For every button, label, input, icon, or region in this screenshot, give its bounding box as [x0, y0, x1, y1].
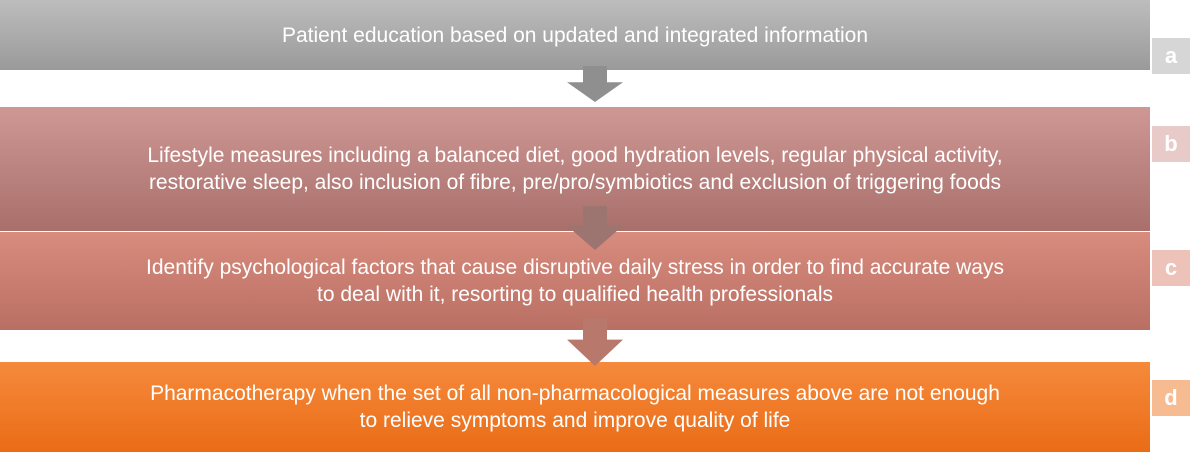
step-box: Identify psychological factors that caus…	[0, 232, 1150, 330]
down-arrow	[567, 318, 623, 366]
step-box: Lifestyle measures including a balanced …	[0, 107, 1150, 231]
step-text: to deal with it, resorting to qualified …	[317, 283, 833, 306]
step-text: to relieve symptoms and improve quality …	[359, 409, 791, 432]
arrow-shape	[567, 206, 623, 250]
step-box: Patient education based on updated and i…	[0, 0, 1150, 70]
arrow-shape	[567, 318, 623, 366]
step-text: restorative sleep, also inclusion of fib…	[148, 171, 1002, 194]
step-tag: b	[1152, 126, 1190, 162]
step-text: Patient education based on updated and i…	[281, 23, 869, 47]
step-tag: c	[1152, 250, 1190, 286]
step-tag: d	[1152, 380, 1190, 416]
down-arrow	[567, 206, 623, 250]
down-arrow	[567, 66, 623, 102]
step-tag: a	[1152, 38, 1190, 74]
arrow-shape	[567, 66, 623, 102]
step-text: Identify psychological factors that caus…	[146, 256, 1004, 279]
step-text: Lifestyle measures including a balanced …	[147, 144, 1003, 167]
step-box: Pharmacotherapy when the set of all non-…	[0, 362, 1150, 452]
step-text: Pharmacotherapy when the set of all non-…	[150, 382, 1000, 405]
